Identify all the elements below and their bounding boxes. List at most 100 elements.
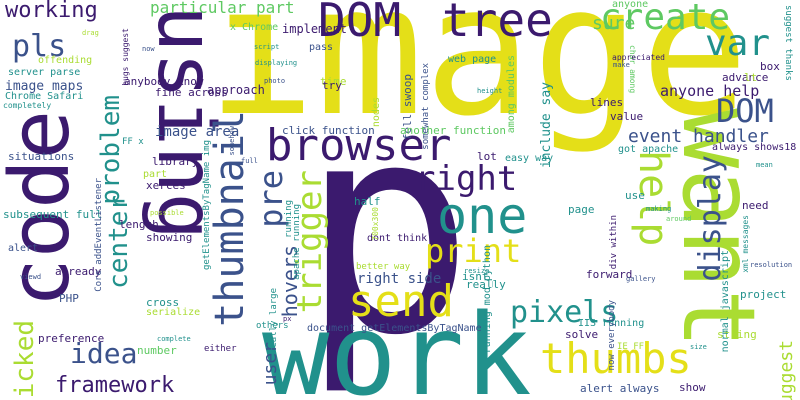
word: photo bbox=[264, 77, 286, 85]
word: appreciated bbox=[612, 53, 665, 62]
word: want bbox=[660, 108, 777, 349]
word: dont think bbox=[367, 233, 428, 244]
word: among modules bbox=[506, 55, 517, 134]
word: approach bbox=[207, 83, 265, 97]
word: Chrome Safari bbox=[5, 91, 84, 102]
word: another function bbox=[400, 124, 506, 137]
word: now everybody bbox=[607, 300, 617, 371]
word: need bbox=[742, 199, 769, 212]
word: suggest thanks bbox=[783, 5, 793, 81]
word: possible bbox=[150, 209, 184, 217]
word: print bbox=[425, 232, 522, 270]
word: alert always bbox=[580, 382, 660, 395]
word: tree bbox=[442, 0, 553, 47]
word: thumbs bbox=[540, 334, 692, 383]
word: var bbox=[705, 23, 771, 64]
word: part bbox=[143, 169, 168, 180]
word: idea bbox=[70, 337, 138, 370]
word: suggest bbox=[776, 340, 797, 400]
word: project bbox=[740, 288, 787, 301]
word: div within bbox=[609, 215, 619, 270]
word: length bbox=[119, 218, 159, 231]
word: really bbox=[466, 278, 506, 291]
word: advance bbox=[722, 71, 769, 84]
word: script bbox=[254, 43, 280, 51]
word: create bbox=[600, 0, 731, 38]
word: preference bbox=[38, 332, 105, 345]
word: one bbox=[437, 187, 528, 245]
word: resolution bbox=[750, 261, 793, 269]
word: serialize bbox=[146, 307, 201, 318]
word: help bbox=[630, 150, 676, 247]
word: image bbox=[207, 0, 749, 156]
word: getElementsByTagName img bbox=[202, 140, 212, 271]
word: px bbox=[283, 315, 292, 323]
word: framework bbox=[55, 373, 175, 398]
word: right bbox=[415, 159, 518, 199]
word: pre bbox=[252, 170, 290, 228]
word: alert bbox=[8, 243, 39, 254]
word: 700x300 bbox=[371, 207, 380, 241]
word: IIS running bbox=[578, 318, 645, 329]
word: IE FF bbox=[617, 342, 645, 352]
word: isnt bbox=[462, 270, 489, 283]
word: browser bbox=[266, 120, 452, 171]
word: now bbox=[142, 45, 155, 53]
word: work bbox=[262, 291, 532, 400]
word: completely bbox=[3, 101, 52, 110]
word: p bbox=[300, 62, 475, 399]
word: either bbox=[204, 344, 237, 354]
word: drag bbox=[82, 29, 99, 37]
word: web page bbox=[448, 54, 497, 65]
word: displaying bbox=[255, 59, 298, 67]
word: subsequent full bbox=[3, 208, 103, 221]
word: sure bbox=[592, 13, 636, 34]
word: DOM bbox=[716, 92, 774, 130]
word: anyone bbox=[612, 0, 649, 10]
word: box bbox=[760, 60, 780, 73]
word: FF x bbox=[122, 137, 144, 147]
word: around bbox=[666, 215, 692, 223]
word: bugs suggest bbox=[121, 28, 130, 86]
word: half bbox=[354, 195, 381, 208]
word: right side bbox=[357, 271, 442, 287]
word: page bbox=[568, 203, 595, 216]
word: library bbox=[152, 155, 199, 168]
word: try bbox=[322, 79, 342, 92]
word: resize bbox=[464, 267, 490, 275]
word: somehow bbox=[228, 126, 236, 156]
word: pass bbox=[309, 42, 334, 53]
word: server parse bbox=[8, 67, 81, 78]
word: height bbox=[477, 87, 503, 95]
word: center bbox=[104, 195, 134, 289]
word: char among bbox=[628, 45, 637, 94]
word: x Chrome bbox=[230, 22, 279, 33]
word: image area bbox=[155, 124, 240, 140]
word: number bbox=[137, 344, 177, 357]
word: anyone help bbox=[660, 82, 760, 100]
word: DOM bbox=[318, 0, 402, 47]
word: viewd bbox=[20, 273, 42, 281]
word: clicked bbox=[10, 320, 40, 400]
word: size bbox=[690, 343, 707, 351]
word: use bbox=[625, 189, 645, 202]
word: others bbox=[256, 321, 289, 331]
word: implement bbox=[282, 22, 348, 36]
word: working bbox=[5, 0, 98, 23]
word: fine across bbox=[155, 86, 228, 99]
word: full bbox=[241, 157, 258, 165]
word: gallery bbox=[626, 275, 656, 283]
word: send bbox=[348, 276, 454, 327]
word: event handler bbox=[628, 126, 769, 147]
word: making bbox=[646, 205, 672, 213]
word: better way bbox=[356, 262, 411, 272]
word: using bbox=[140, 5, 230, 240]
word: image maps bbox=[5, 79, 84, 94]
word: solve bbox=[565, 328, 599, 341]
word: got apache bbox=[618, 144, 679, 155]
word: lot bbox=[477, 150, 497, 163]
word: make bbox=[613, 61, 630, 69]
word: show bbox=[679, 381, 706, 394]
word: anybody know bbox=[124, 75, 204, 88]
